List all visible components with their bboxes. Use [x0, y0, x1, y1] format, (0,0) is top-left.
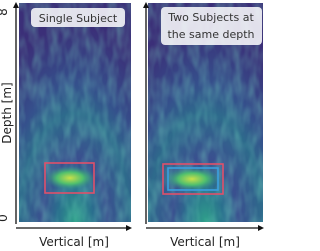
y-axis-label: Depth [m]: [0, 82, 14, 143]
subject-box: [44, 162, 95, 194]
subject-box: [162, 163, 224, 195]
title-box: [31, 8, 125, 27]
panel-left: Single Subject: [19, 3, 131, 222]
arrow: [13, 2, 19, 8]
x-axis-label: Vertical [m]: [170, 235, 240, 249]
panel-title: the same depth: [167, 28, 254, 41]
subject-box: [167, 167, 219, 191]
arrow: [258, 225, 264, 231]
arrow: [143, 2, 149, 8]
title-box: [161, 7, 262, 45]
panel-right: Two Subjects at the same depth: [148, 3, 263, 222]
x-axis-label: Vertical [m]: [39, 235, 109, 249]
figure: Single Subject Two Subjects at the same …: [0, 2, 264, 249]
y-tick-label: 0: [0, 214, 10, 222]
hotspot: [164, 167, 220, 191]
panel-title: Single Subject: [39, 12, 118, 25]
y-tick-label: 8: [0, 8, 10, 16]
hotspot: [44, 166, 96, 190]
panel-title: Two Subjects at: [167, 11, 254, 24]
arrow: [126, 225, 132, 231]
axes: [13, 2, 264, 231]
